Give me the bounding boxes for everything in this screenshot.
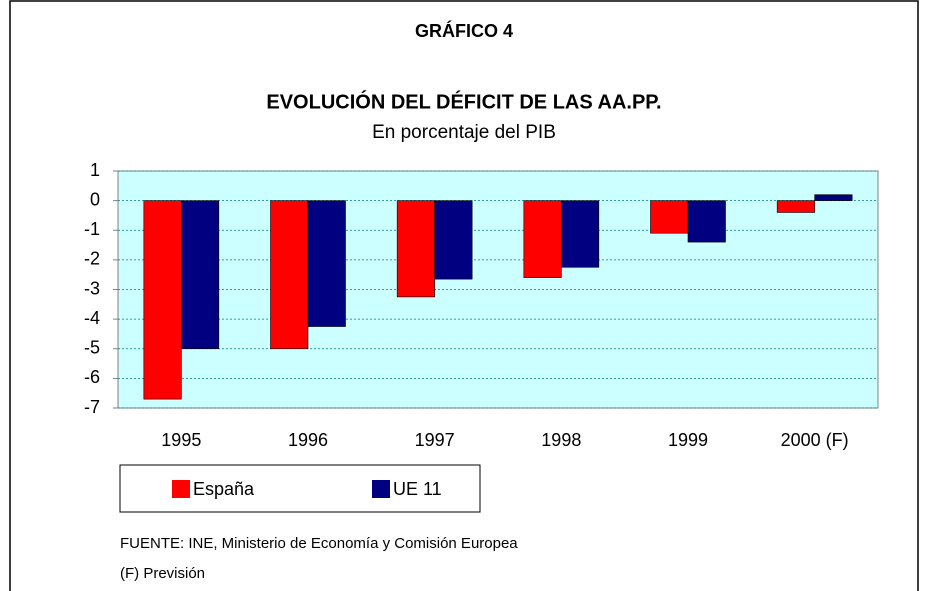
source-note: FUENTE: INE, Ministerio de Economía y Co… (120, 535, 518, 552)
bar (307, 200, 346, 327)
chart-title: EVOLUCIÓN DEL DÉFICIT DE LAS AA.PP. (266, 89, 661, 113)
y-tick-label: -7 (84, 397, 100, 417)
x-tick-label: 1995 (161, 430, 201, 450)
y-tick-label: 1 (90, 160, 100, 180)
legend-label: UE 11 (393, 479, 442, 499)
y-tick-label: -5 (84, 338, 100, 358)
legend-swatch (372, 480, 390, 498)
x-tick-label: 1996 (288, 430, 328, 450)
bar (650, 200, 689, 234)
y-tick-label: -1 (84, 219, 100, 239)
bar (434, 200, 473, 280)
y-tick-label: -2 (84, 249, 100, 269)
forecast-note: (F) Previsión (120, 565, 205, 582)
chart-label: GRÁFICO 4 (415, 20, 513, 41)
legend-swatch (172, 480, 190, 498)
legend-label: España (193, 479, 255, 499)
bar (396, 200, 435, 298)
y-tick-label: -4 (84, 308, 100, 328)
bar (561, 200, 600, 268)
y-tick-label: 0 (90, 189, 100, 209)
bar (776, 200, 815, 213)
x-tick-label: 1997 (415, 430, 455, 450)
x-tick-label: 2000 (F) (781, 430, 849, 450)
y-tick-label: -3 (84, 278, 100, 298)
y-tick-label: -6 (84, 367, 100, 387)
chart-subtitle: En porcentaje del PIB (372, 122, 556, 143)
frame (9, 0, 919, 591)
x-tick-label: 1999 (668, 430, 708, 450)
bar (143, 200, 182, 400)
bar (687, 200, 726, 243)
x-tick-label: 1998 (541, 430, 581, 450)
bar (181, 200, 220, 350)
bar (270, 200, 309, 350)
bar (814, 194, 853, 201)
bar (523, 200, 562, 278)
